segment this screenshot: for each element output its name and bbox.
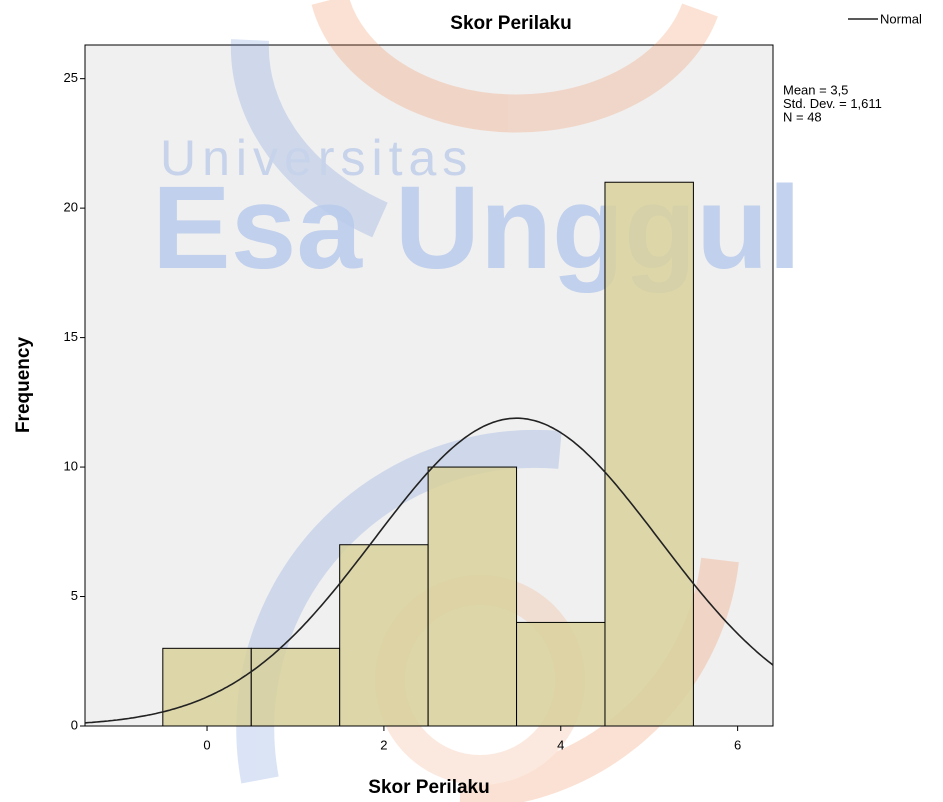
y-tick-label: 25 — [64, 70, 78, 85]
chart-title: Skor Perilaku — [450, 13, 571, 34]
y-tick-label: 15 — [64, 329, 78, 344]
x-tick-label: 6 — [734, 737, 741, 752]
bar — [250, 647, 341, 727]
watermark-top: Universitas — [160, 130, 473, 186]
legend-label: Normal — [880, 11, 922, 26]
x-tick-label: 4 — [557, 737, 564, 752]
bar — [604, 181, 694, 727]
bar — [516, 621, 606, 727]
x-tick-label: 2 — [380, 737, 387, 752]
x-axis-label: Skor Perilaku — [368, 777, 489, 798]
y-tick-label: 20 — [64, 200, 78, 215]
y-tick-label: 0 — [71, 717, 78, 732]
watermark-main: Esa Unggul — [152, 162, 801, 294]
bar — [339, 544, 429, 727]
stat-label: Mean = 3,5 — [783, 82, 848, 97]
y-tick-label: 5 — [71, 588, 78, 603]
stat-label: N = 48 — [783, 109, 822, 124]
y-axis-label: Frequency — [13, 337, 34, 434]
y-tick-label: 10 — [64, 459, 78, 474]
bar — [162, 647, 252, 727]
bar — [427, 466, 518, 727]
x-tick-label: 0 — [203, 737, 210, 752]
normal-curve — [84, 417, 774, 724]
stat-label: Std. Dev. = 1,611 — [783, 96, 882, 111]
